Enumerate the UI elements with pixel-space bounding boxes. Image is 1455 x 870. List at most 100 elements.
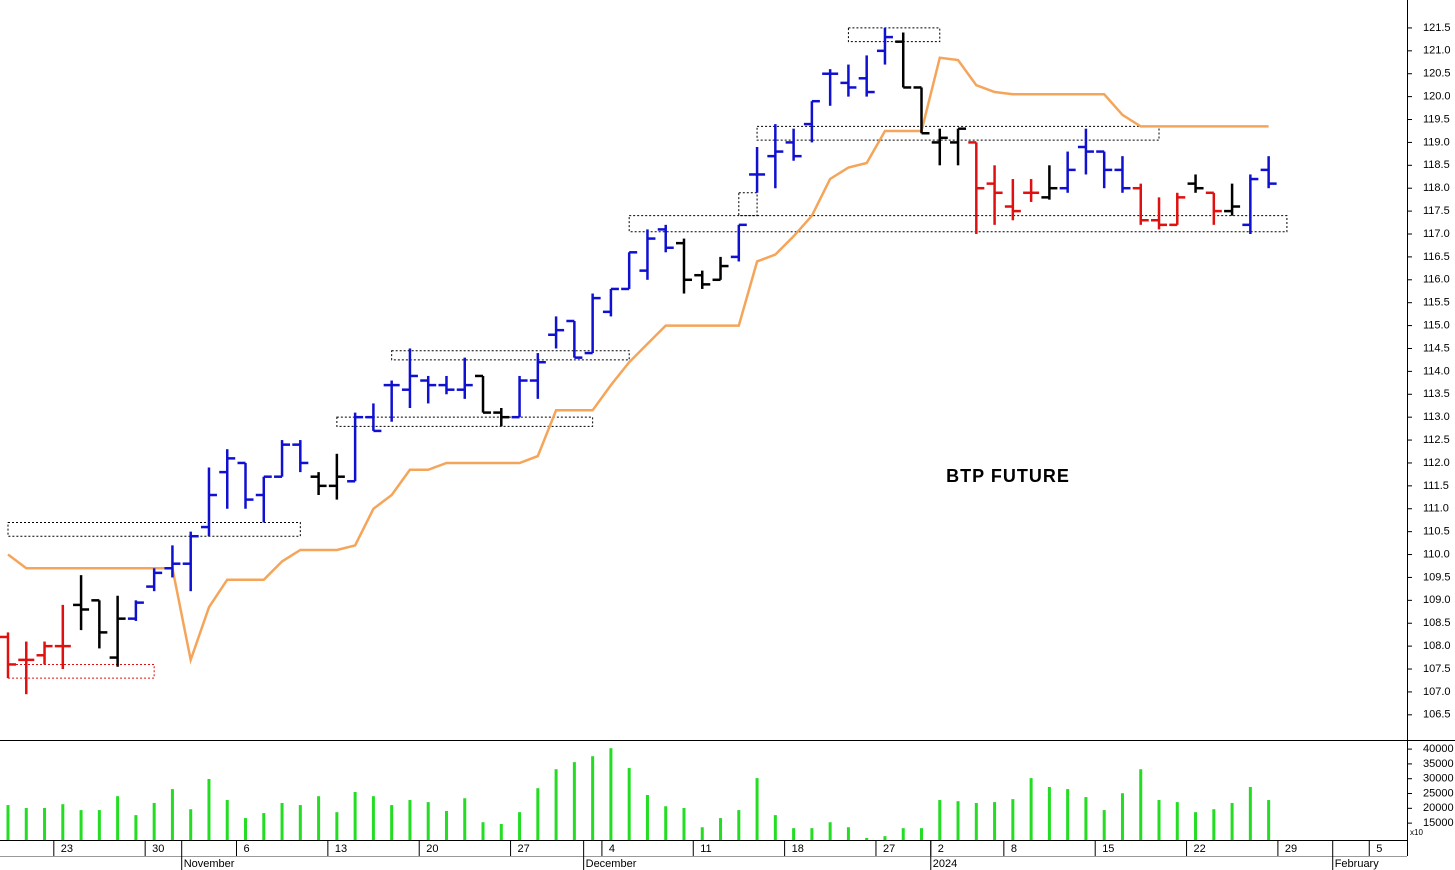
y-tick-label: 110.0 bbox=[1423, 548, 1450, 560]
month-label: 2024 bbox=[933, 858, 957, 870]
volume-bar bbox=[61, 804, 65, 840]
volume-bar bbox=[463, 798, 467, 840]
y-tick-label: 117.5 bbox=[1423, 205, 1450, 217]
volume-bar bbox=[1194, 812, 1198, 840]
y-tick-label: 40000 bbox=[1423, 743, 1454, 755]
x-tick-label: 18 bbox=[792, 843, 804, 855]
volume-bar bbox=[536, 788, 540, 840]
volume-bar bbox=[1230, 802, 1234, 840]
month-label: November bbox=[184, 858, 235, 870]
y-tick-label: 109.0 bbox=[1423, 594, 1451, 606]
volume-bar bbox=[353, 792, 357, 840]
volume-bar bbox=[1102, 810, 1106, 840]
x-tick-label: 20 bbox=[426, 843, 438, 855]
volume-bar bbox=[189, 809, 193, 840]
volume-bar bbox=[737, 810, 741, 840]
volume-bar bbox=[444, 810, 448, 840]
volume-bar bbox=[901, 828, 905, 840]
volume-bar bbox=[1212, 809, 1216, 840]
volume-bar bbox=[499, 824, 503, 840]
y-tick-label: 112.5 bbox=[1423, 434, 1450, 446]
range-box bbox=[628, 215, 1288, 233]
range-box bbox=[738, 192, 758, 217]
volume-bar bbox=[518, 812, 522, 840]
y-tick-label: 20000 bbox=[1423, 802, 1454, 814]
x-tick-label: 8 bbox=[1011, 843, 1017, 855]
y-tick-label: 118.0 bbox=[1423, 182, 1450, 194]
x-tick-label: 15 bbox=[1102, 843, 1114, 855]
range-box bbox=[336, 416, 594, 427]
volume-bar bbox=[1084, 797, 1088, 840]
volume-bar bbox=[1248, 787, 1252, 840]
y-tick-label: 117.0 bbox=[1423, 228, 1450, 240]
y-tick-label: 115.0 bbox=[1423, 319, 1450, 331]
x-tick-label: 23 bbox=[61, 843, 73, 855]
y-tick-label: 30000 bbox=[1423, 773, 1454, 785]
volume-bar bbox=[280, 802, 284, 840]
volume-bar bbox=[974, 802, 978, 840]
volume-bar bbox=[773, 815, 777, 840]
x-tick-label: 6 bbox=[244, 843, 250, 855]
volume-bar bbox=[993, 802, 997, 840]
y-tick-label: 115.5 bbox=[1423, 297, 1450, 309]
volume-bar bbox=[152, 802, 156, 840]
y-tick-label: 119.0 bbox=[1423, 136, 1450, 148]
volume-bar bbox=[865, 837, 869, 840]
volume-bar bbox=[719, 818, 723, 840]
volume-bar bbox=[1157, 800, 1161, 840]
y-tick-label: 121.5 bbox=[1423, 22, 1451, 34]
volume-bar bbox=[6, 805, 10, 840]
volume-bar bbox=[390, 805, 394, 840]
y-tick-label: 15000 bbox=[1423, 817, 1454, 829]
x-tick-label: 27 bbox=[518, 843, 530, 855]
y-tick-label: 116.5 bbox=[1423, 251, 1450, 263]
volume-bar bbox=[1175, 802, 1179, 840]
y-tick-label: 111.5 bbox=[1423, 480, 1449, 492]
x-tick-label: 22 bbox=[1194, 843, 1206, 855]
y-tick-label: 108.5 bbox=[1423, 617, 1451, 629]
y-tick-label: 113.0 bbox=[1423, 411, 1450, 423]
y-tick-label: 114.5 bbox=[1423, 342, 1450, 354]
volume-bar bbox=[554, 769, 558, 840]
volume-bar bbox=[262, 813, 266, 840]
volume-bar bbox=[244, 818, 248, 840]
volume-bar bbox=[682, 808, 686, 840]
volume-bar bbox=[591, 756, 595, 840]
volume-bar bbox=[79, 810, 83, 840]
y-tick-label: 114.0 bbox=[1423, 365, 1450, 377]
month-label: February bbox=[1335, 858, 1380, 870]
x-tick-label: 29 bbox=[1285, 843, 1297, 855]
month-label: December bbox=[586, 858, 637, 870]
y-tick-label: 113.5 bbox=[1423, 388, 1450, 400]
volume-bar bbox=[1139, 769, 1143, 840]
y-tick-label: 25000 bbox=[1423, 787, 1454, 799]
volume-bar bbox=[207, 779, 211, 840]
volume-axis-note: x10 bbox=[1410, 828, 1423, 837]
volume-bar bbox=[846, 827, 850, 840]
y-tick-label: 109.5 bbox=[1423, 571, 1451, 583]
volume-bar bbox=[1066, 789, 1070, 840]
y-tick-label: 35000 bbox=[1423, 758, 1454, 770]
volume-bar bbox=[755, 778, 759, 840]
x-tick-label: 13 bbox=[335, 843, 347, 855]
x-tick-label: 11 bbox=[700, 843, 711, 855]
volume-bar bbox=[938, 800, 942, 840]
volume-bar bbox=[664, 806, 668, 840]
volume-bar bbox=[627, 768, 631, 840]
x-tick-label: 2 bbox=[938, 843, 944, 855]
volume-bar bbox=[828, 822, 832, 840]
y-tick-label: 107.5 bbox=[1423, 663, 1451, 675]
volume-bar bbox=[810, 828, 814, 840]
volume-bar bbox=[1011, 799, 1015, 840]
volume-bar bbox=[700, 827, 704, 840]
volume-bar bbox=[317, 796, 321, 840]
volume-bar bbox=[335, 812, 339, 840]
y-tick-label: 118.5 bbox=[1423, 159, 1450, 171]
volume-bar bbox=[609, 748, 613, 840]
volume-bar bbox=[97, 810, 101, 840]
stop-line bbox=[7, 56, 1269, 665]
volume-bar bbox=[170, 789, 174, 840]
volume-bar bbox=[572, 762, 576, 840]
